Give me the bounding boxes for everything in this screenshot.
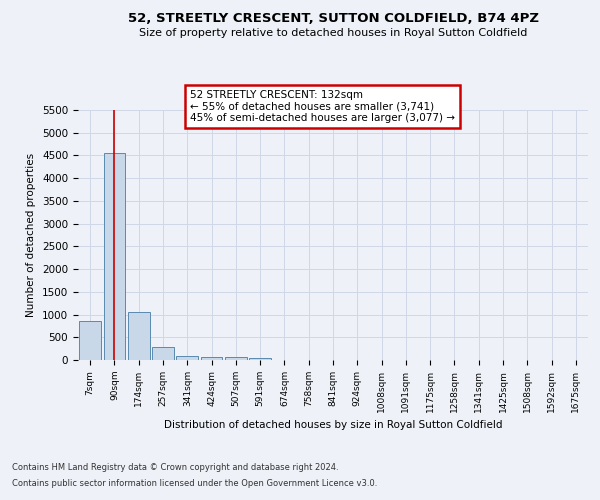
Y-axis label: Number of detached properties: Number of detached properties — [26, 153, 37, 317]
Bar — [128, 312, 149, 360]
Text: Contains HM Land Registry data © Crown copyright and database right 2024.: Contains HM Land Registry data © Crown c… — [12, 464, 338, 472]
Text: Contains public sector information licensed under the Open Government Licence v3: Contains public sector information licen… — [12, 478, 377, 488]
Bar — [225, 357, 247, 360]
Bar — [79, 322, 101, 360]
Bar — [249, 358, 271, 360]
Text: 52 STREETLY CRESCENT: 132sqm
← 55% of detached houses are smaller (3,741)
45% of: 52 STREETLY CRESCENT: 132sqm ← 55% of de… — [190, 90, 455, 123]
Bar — [176, 356, 198, 360]
Text: Size of property relative to detached houses in Royal Sutton Coldfield: Size of property relative to detached ho… — [139, 28, 527, 38]
Bar — [104, 153, 125, 360]
Bar — [200, 356, 223, 360]
Text: 52, STREETLY CRESCENT, SUTTON COLDFIELD, B74 4PZ: 52, STREETLY CRESCENT, SUTTON COLDFIELD,… — [128, 12, 539, 26]
X-axis label: Distribution of detached houses by size in Royal Sutton Coldfield: Distribution of detached houses by size … — [164, 420, 502, 430]
Bar — [152, 348, 174, 360]
